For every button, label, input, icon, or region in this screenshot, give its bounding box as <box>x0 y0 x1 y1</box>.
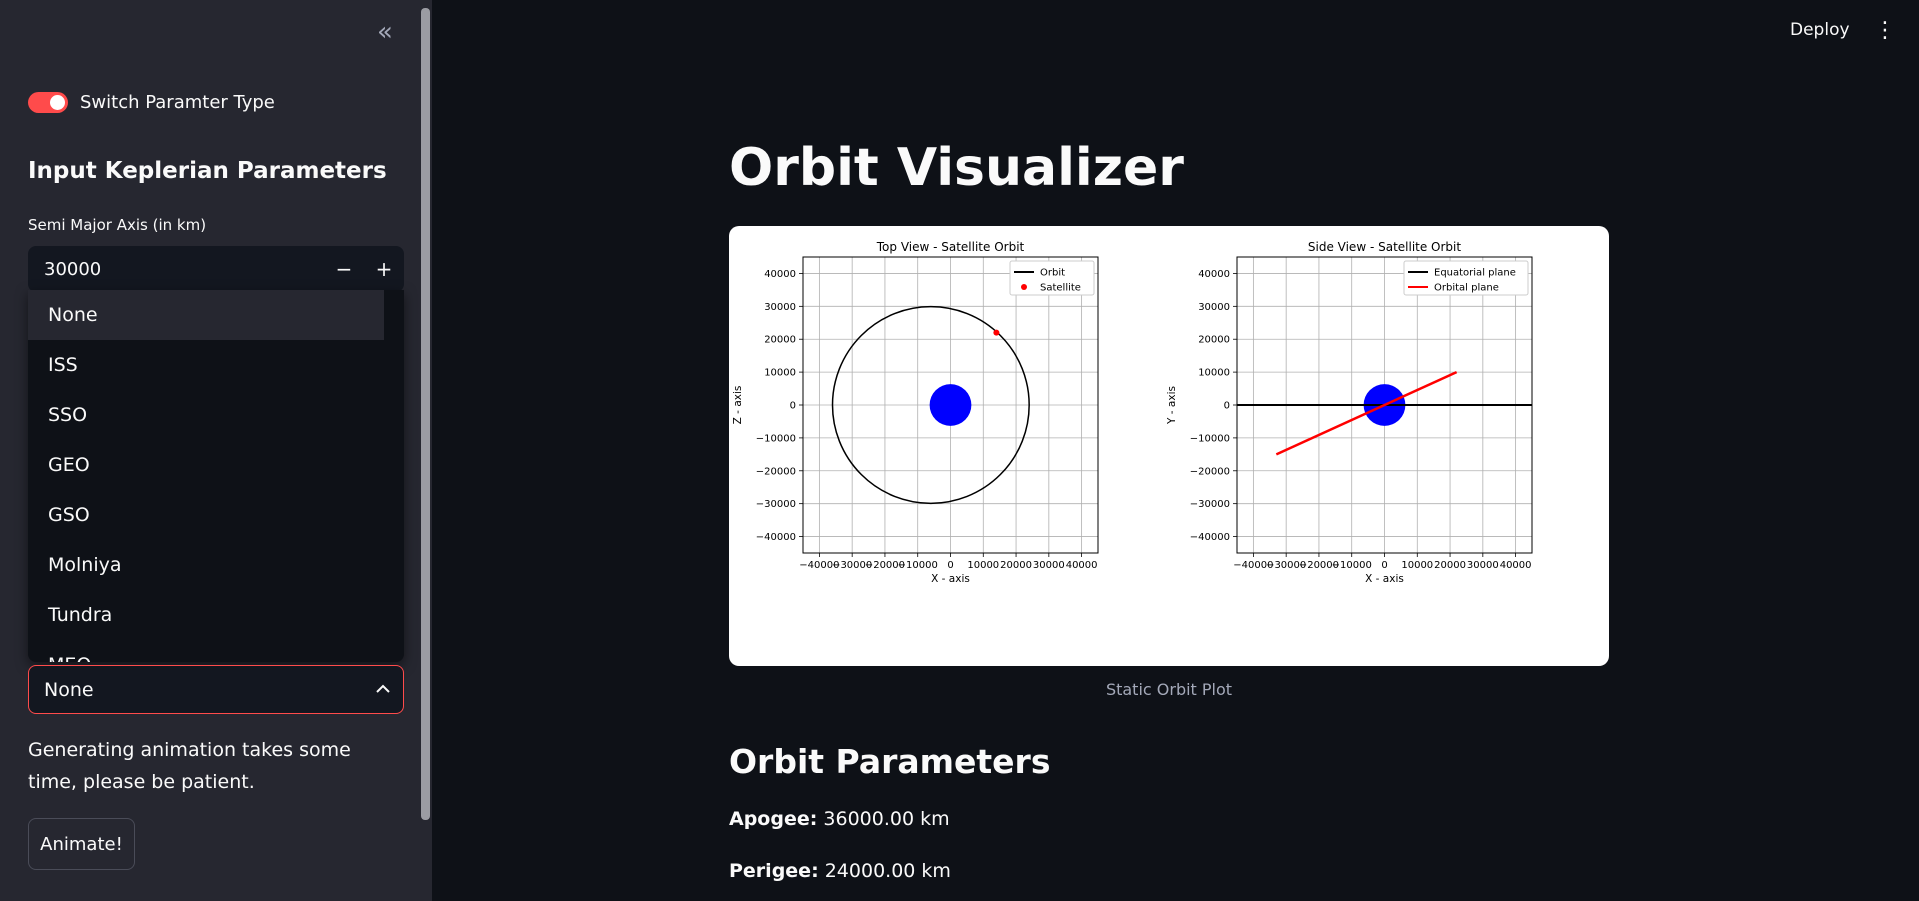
y-tick-label: −20000 <box>1190 466 1230 477</box>
axes-frame <box>802 256 1099 554</box>
x-tick-label: −20000 <box>1299 560 1339 571</box>
preset-dropdown-menu: None ISS SSO GEO GSO Molniya Tundra MEO <box>28 290 404 662</box>
plot-caption: Static Orbit Plot <box>1105 680 1233 699</box>
x-tick-label: 20000 <box>1000 560 1032 571</box>
animation-note: Generating animation takes some time, pl… <box>28 739 351 793</box>
dropdown-option-sso[interactable]: SSO <box>48 404 88 426</box>
main-menu-icon[interactable]: ⋮ <box>1874 18 1896 43</box>
perigee-value: 24000.00 km <box>824 860 951 882</box>
perigee-label: Perigee: <box>729 860 819 882</box>
semi-major-axis-value[interactable]: 30000 <box>44 258 102 280</box>
toggle-label: Switch Paramter Type <box>80 92 275 113</box>
orbit-path <box>831 305 1030 505</box>
x-tick-label: 10000 <box>967 560 999 571</box>
x-tick-label: −20000 <box>865 560 905 571</box>
preset-select[interactable]: None <box>28 665 404 714</box>
chart-title: Top View - Satellite Orbit <box>876 240 1025 254</box>
earth-disk <box>929 384 972 426</box>
y-axis-label: Z - axis <box>732 386 744 425</box>
dropdown-option-geo[interactable]: GEO <box>48 454 90 476</box>
orbital-plane-line <box>1275 370 1458 456</box>
x-tick-label: −40000 <box>799 560 839 571</box>
dropdown-option-none[interactable]: None <box>28 290 384 340</box>
x-tick-label: 10000 <box>1401 560 1433 571</box>
legend-box <box>1403 260 1529 296</box>
animate-button[interactable]: Animate! <box>28 818 135 870</box>
deploy-button[interactable]: Deploy <box>1790 20 1850 40</box>
legend-marker <box>1021 284 1027 290</box>
legend-label: Equatorial plane <box>1434 268 1516 279</box>
preset-select-value[interactable]: None <box>44 678 94 701</box>
y-tick-label: −40000 <box>756 532 796 543</box>
y-tick-label: 0 <box>790 401 796 412</box>
x-tick-label: 40000 <box>1066 560 1098 571</box>
semi-major-axis-input[interactable]: 30000 − + <box>28 246 404 292</box>
x-tick-label: −40000 <box>1233 560 1273 571</box>
x-axis-label: X - axis <box>1365 573 1404 585</box>
y-tick-label: 40000 <box>1198 269 1230 280</box>
dropdown-option-meo[interactable]: MEO <box>28 640 404 662</box>
y-tick-label: −10000 <box>1190 433 1230 444</box>
x-tick-label: −10000 <box>898 560 938 571</box>
x-tick-label: 0 <box>947 560 953 571</box>
section-title: Input Keplerian Parameters <box>28 158 387 184</box>
perigee-row: Perigee: 24000.00 km <box>729 860 951 882</box>
chevron-up-icon[interactable] <box>363 682 403 698</box>
apogee-label: Apogee: <box>729 808 818 830</box>
dropdown-option-iss[interactable]: ISS <box>48 354 78 376</box>
legend-label: Orbit <box>1040 268 1065 279</box>
y-tick-label: 30000 <box>1198 302 1230 313</box>
sidebar-scrollbar-thumb[interactable] <box>421 8 430 820</box>
y-tick-label: 0 <box>1224 401 1230 412</box>
y-tick-label: 20000 <box>1198 335 1230 346</box>
orbit-plot-card: −40000 −40000 −30000 −30000 −20000 −20000 −100… <box>729 226 1609 666</box>
apogee-value: 36000.00 km <box>823 808 950 830</box>
x-tick-label: 0 <box>1381 560 1387 571</box>
x-tick-label: 30000 <box>1033 560 1065 571</box>
y-tick-label: −20000 <box>756 466 796 477</box>
orbit-plot-figure: −40000−40000−30000−30000−20000−20000−100… <box>732 240 1533 585</box>
legend-label: Satellite <box>1040 283 1081 294</box>
x-tick-label: −30000 <box>1266 560 1306 571</box>
x-tick-label: −30000 <box>832 560 872 571</box>
x-tick-label: −10000 <box>1332 560 1372 571</box>
y-tick-label: 10000 <box>1198 368 1230 379</box>
y-tick-label: −30000 <box>1190 499 1230 510</box>
page-title: Orbit Visualizer <box>729 138 1184 198</box>
apogee-row: Apogee: 36000.00 km <box>729 808 950 830</box>
semi-major-axis-label: Semi Major Axis (in km) <box>28 216 207 234</box>
y-axis-label: Y - axis <box>1166 386 1178 425</box>
dropdown-option-molniya[interactable]: Molniya <box>48 554 122 576</box>
y-tick-label: 10000 <box>764 368 796 379</box>
legend-label: Orbital plane <box>1434 283 1499 294</box>
y-tick-label: 30000 <box>764 302 796 313</box>
x-axis-label: X - axis <box>931 573 970 585</box>
collapse-sidebar-icon[interactable]: « <box>377 17 393 47</box>
y-tick-label: −10000 <box>756 433 796 444</box>
satellite-point <box>993 329 1000 336</box>
y-tick-label: −30000 <box>756 499 796 510</box>
axes-frame <box>1236 256 1533 554</box>
toggle-switch[interactable] <box>28 92 68 113</box>
dropdown-option-tundra[interactable]: Tundra <box>48 604 113 626</box>
y-tick-label: 20000 <box>764 335 796 346</box>
x-tick-label: 40000 <box>1500 560 1532 571</box>
x-tick-label: 30000 <box>1467 560 1499 571</box>
y-tick-label: 40000 <box>764 269 796 280</box>
increment-button[interactable]: + <box>375 257 393 281</box>
legend-box <box>1009 260 1095 296</box>
parameter-type-toggle-row[interactable]: Switch Paramter Type <box>28 92 275 113</box>
orbit-parameters-title: Orbit Parameters <box>729 742 1051 781</box>
decrement-button[interactable]: − <box>335 257 353 281</box>
dropdown-option-gso[interactable]: GSO <box>48 504 90 526</box>
x-tick-label: 20000 <box>1434 560 1466 571</box>
chart-title: Side View - Satellite Orbit <box>1308 240 1461 254</box>
y-tick-label: −40000 <box>1190 532 1230 543</box>
